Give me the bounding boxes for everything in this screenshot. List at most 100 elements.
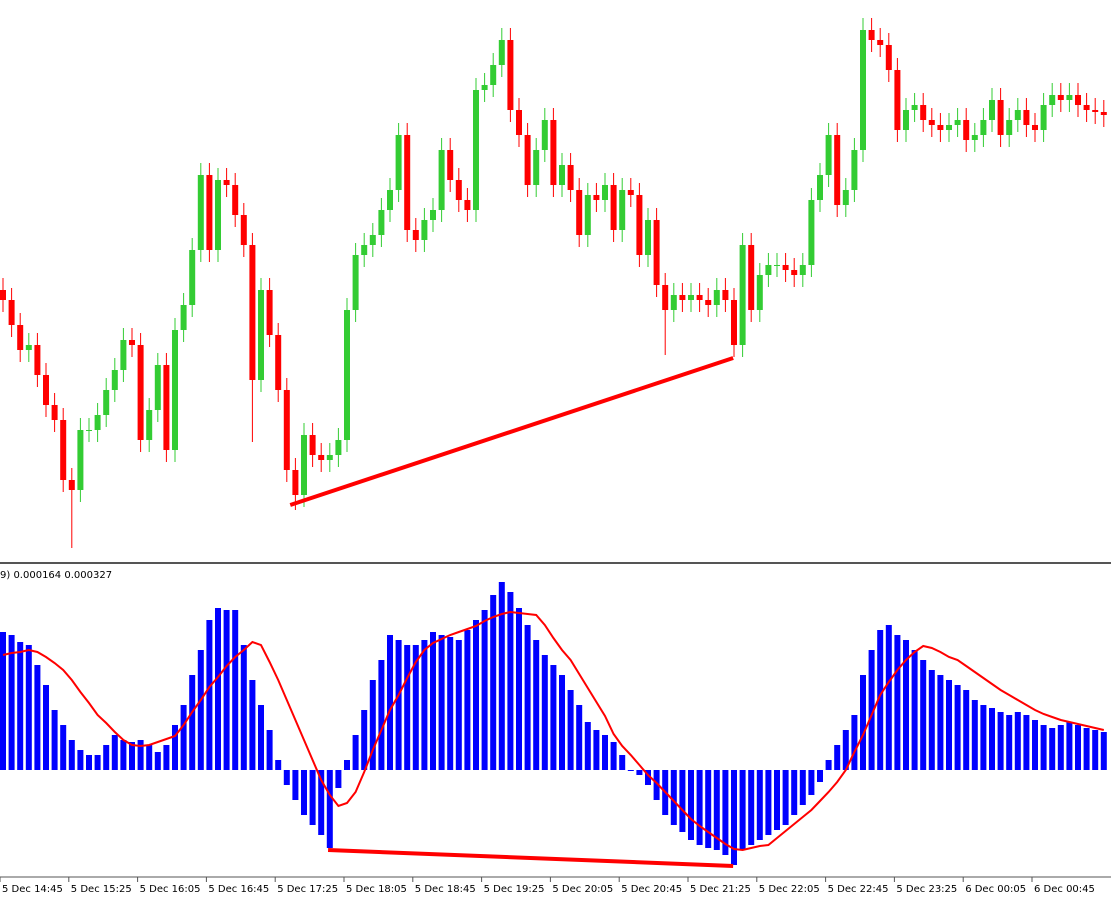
histogram-bar — [1066, 722, 1073, 770]
candle-body — [825, 135, 832, 175]
x-tick-label: 5 Dec 22:05 — [759, 884, 820, 895]
histogram-bar — [163, 745, 170, 770]
candle-body — [378, 210, 385, 235]
candle-body — [765, 265, 772, 275]
candle-body — [808, 200, 815, 265]
histogram-bar — [43, 685, 49, 770]
histogram-bar — [378, 660, 385, 770]
histogram-bar — [713, 770, 720, 850]
histogram-bar — [765, 770, 772, 835]
candle-body — [223, 180, 230, 185]
x-tick-label: 5 Dec 17:25 — [277, 884, 338, 895]
candle-body — [335, 440, 342, 455]
histogram-bar — [309, 770, 316, 825]
candle-body — [129, 340, 135, 345]
candle-body — [361, 245, 368, 255]
histogram-bar — [911, 650, 918, 770]
histogram-bar — [920, 660, 927, 770]
candle-body — [567, 165, 574, 190]
candle-body — [215, 180, 221, 250]
candle-body — [610, 185, 617, 230]
candle-body — [77, 430, 84, 490]
candle-body — [971, 135, 978, 140]
histogram-bar — [619, 755, 626, 770]
histogram-bar — [481, 610, 488, 770]
candle-body — [756, 275, 763, 310]
histogram-bar — [989, 708, 995, 770]
candle-body — [163, 365, 170, 450]
histogram-bar — [206, 620, 213, 770]
candle-body — [430, 210, 436, 220]
trendline — [289, 356, 734, 507]
candle-body — [1092, 110, 1099, 112]
histogram-bar — [696, 770, 703, 845]
histogram-bar — [34, 665, 41, 770]
histogram-bar — [77, 750, 84, 770]
histogram-bar — [688, 770, 694, 840]
candle-body — [894, 70, 901, 130]
candle-body — [60, 420, 67, 480]
candle-body — [593, 195, 600, 200]
histogram-bar — [129, 742, 135, 770]
candle-body — [705, 300, 712, 305]
histogram-bar — [240, 645, 247, 770]
histogram-bar — [602, 735, 608, 770]
candle-body — [490, 65, 497, 85]
candle-body — [937, 125, 944, 130]
histogram-bar — [567, 690, 574, 770]
histogram-bar — [25, 645, 32, 770]
histogram-bar — [189, 675, 196, 770]
candle-body — [782, 265, 789, 270]
candle-body — [154, 365, 161, 410]
histogram-bar — [301, 770, 307, 815]
histogram-bar — [292, 770, 299, 800]
histogram-bar — [369, 680, 376, 770]
histogram-bar — [455, 640, 462, 770]
histogram-bar — [395, 640, 402, 770]
candle-body — [653, 220, 660, 285]
x-tick-label: 5 Dec 14:45 — [2, 884, 63, 895]
candle-body — [232, 185, 239, 215]
candle-body — [903, 110, 909, 130]
histogram-bar — [782, 770, 789, 825]
candle-body — [739, 245, 746, 345]
candle-body — [980, 120, 987, 135]
histogram-bar — [1075, 725, 1081, 770]
trendline — [328, 848, 734, 868]
candle-body — [774, 265, 780, 266]
histogram-bar — [120, 740, 127, 770]
candle-body — [447, 150, 454, 180]
x-tick-label: 5 Dec 20:45 — [621, 884, 682, 895]
candle-body — [989, 100, 995, 120]
histogram-bar — [68, 740, 75, 770]
histogram-bar — [1100, 732, 1107, 770]
candle-body — [86, 430, 92, 431]
histogram-bar — [963, 690, 970, 770]
signal-line — [2, 610, 1105, 852]
candle-body — [868, 30, 875, 40]
candle-body — [1040, 105, 1047, 130]
candle-body — [670, 295, 677, 310]
histogram-bar — [51, 710, 58, 770]
histogram-bar — [258, 705, 264, 770]
histogram-bar — [937, 675, 944, 770]
candle-body — [180, 305, 187, 330]
histogram-bar — [980, 705, 987, 770]
histogram-bar — [834, 745, 841, 770]
histogram-bar — [111, 735, 118, 770]
candle-body — [301, 435, 307, 495]
histogram-bar — [756, 770, 763, 840]
histogram-bar — [860, 675, 866, 770]
candle-body — [1023, 110, 1030, 125]
candle-body — [481, 85, 488, 90]
histogram-bar — [679, 770, 686, 832]
candle-body — [17, 325, 24, 350]
histogram-bar — [799, 770, 806, 805]
candle-body — [602, 185, 608, 200]
histogram-bar — [103, 745, 110, 770]
candle-body — [722, 290, 729, 300]
candle-body — [954, 120, 961, 125]
candle-body — [550, 120, 557, 185]
histogram-bar — [559, 675, 565, 770]
x-tick-label: 5 Dec 18:05 — [346, 884, 407, 895]
